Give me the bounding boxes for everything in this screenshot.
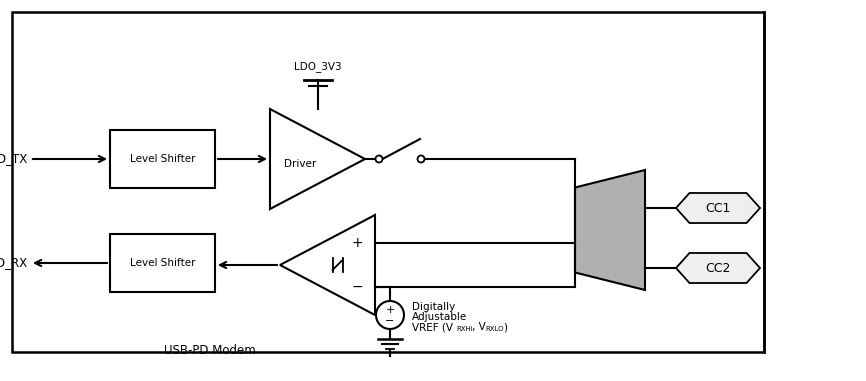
Text: Level Shifter: Level Shifter bbox=[130, 154, 195, 164]
Polygon shape bbox=[280, 215, 375, 315]
Polygon shape bbox=[270, 109, 365, 209]
Circle shape bbox=[376, 155, 383, 163]
Text: PD_RX: PD_RX bbox=[0, 256, 28, 269]
Text: RXLO: RXLO bbox=[485, 326, 503, 332]
FancyBboxPatch shape bbox=[110, 130, 215, 188]
Text: CC1: CC1 bbox=[705, 202, 731, 215]
Text: USB-PD Modem: USB-PD Modem bbox=[165, 344, 255, 357]
FancyBboxPatch shape bbox=[110, 234, 215, 292]
Text: VREF (V: VREF (V bbox=[412, 322, 453, 332]
Text: ): ) bbox=[503, 322, 507, 332]
Polygon shape bbox=[676, 193, 760, 223]
Text: RXHi: RXHi bbox=[456, 326, 473, 332]
Polygon shape bbox=[676, 253, 760, 283]
Text: −: − bbox=[352, 280, 363, 294]
FancyBboxPatch shape bbox=[12, 12, 764, 352]
Text: +: + bbox=[352, 236, 363, 250]
Text: PD_TX: PD_TX bbox=[0, 152, 28, 165]
Text: , V: , V bbox=[472, 322, 486, 332]
Text: Driver: Driver bbox=[284, 159, 316, 169]
Text: LDO_3V3: LDO_3V3 bbox=[294, 61, 341, 72]
Circle shape bbox=[376, 301, 404, 329]
Text: CC2: CC2 bbox=[705, 261, 731, 274]
Polygon shape bbox=[575, 170, 645, 290]
Text: Digitally: Digitally bbox=[412, 302, 456, 312]
Text: Level Shifter: Level Shifter bbox=[130, 258, 195, 268]
Text: +: + bbox=[385, 305, 395, 315]
Text: Adjustable: Adjustable bbox=[412, 312, 468, 322]
Text: −: − bbox=[385, 316, 395, 326]
Circle shape bbox=[417, 155, 424, 163]
